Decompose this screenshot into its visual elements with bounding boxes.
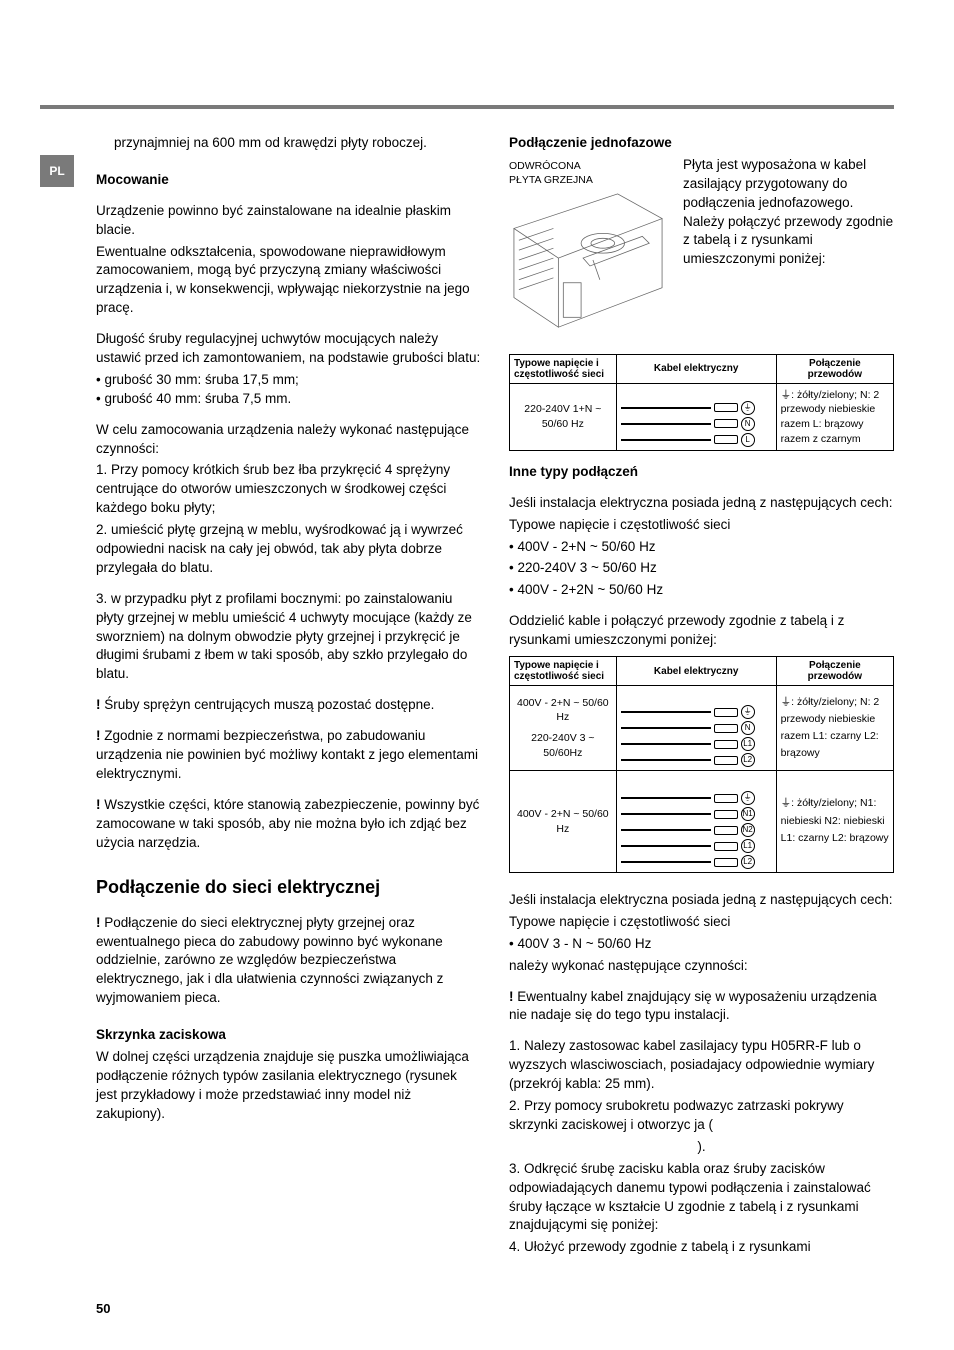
diagram-caption-1: ODWRÓCONA (509, 160, 669, 172)
para-mount-steps: W celu zamocowania urządzenia należy wyk… (96, 421, 481, 459)
t2-r1-conn: ⏚: żółty/zielony; N: 2 przewody niebiesk… (776, 686, 893, 771)
right-column: Podłączenie jednofazowe ODWRÓCONA PŁYTA … (509, 134, 894, 1260)
thickness-30: grubość 30 mm: śruba 17,5 mm; (96, 371, 481, 390)
step-2: 2. umieścić płytę grzejną w meblu, wyśro… (96, 521, 481, 578)
earth-icon: ⏚ (741, 401, 755, 415)
opt-1: • 400V - 2+N ~ 50/60 Hz (509, 538, 894, 557)
wire-l2: L2 (741, 753, 755, 767)
t2-r2-conn: ⏚: żółty/zielony; N1: niebieski N2: nieb… (776, 771, 893, 873)
t2-h2: Kabel elektryczny (616, 657, 776, 686)
para-flat-surface: Urządzenie powinno być zainstalowane na … (96, 202, 481, 240)
heading-mocowanie: Mocowanie (96, 171, 481, 190)
t1-h3: Połączenie przewodów (776, 354, 893, 383)
para-junction-box: W dolnej części urządzenia znajduje się … (96, 1048, 481, 1124)
step-cable-2: 2. Przy pomocy srubokretu podwazyc zatrz… (509, 1097, 894, 1135)
para-after-4: należy wykonać następujące czynności: (509, 957, 894, 976)
hob-underside-icon (509, 188, 667, 338)
step-cable-4: 4. Ułożyć przewody zgodnie z tabelą i z … (509, 1238, 894, 1257)
wire-n: N (741, 721, 755, 735)
step-cable-2b: ). (509, 1138, 894, 1157)
thickness-40: grubość 40 mm: śruba 7,5 mm. (96, 390, 481, 409)
step-cable-3: 3. Odkręcić śrubę zacisku kabla oraz śru… (509, 1160, 894, 1236)
hob-diagram: ODWRÓCONA PŁYTA GRZEJNA (509, 160, 669, 344)
wire-l: L (741, 433, 755, 447)
opt-3: • 400V - 2+2N ~ 50/60 Hz (509, 581, 894, 600)
wire-n2: N2 (741, 823, 755, 837)
t2-r2-cable-diagram: ⏚ N1 N2 L1 L2 (616, 771, 776, 873)
t2-h1: Typowe napięcie i częstotliwość sieci (510, 657, 617, 686)
para-after-2: Typowe napięcie i częstotliwość sieci (509, 913, 894, 932)
wire-n1: N1 (741, 807, 755, 821)
heading-other-types: Inne typy podłączeń (509, 463, 894, 482)
intro-continued: przynajmniej na 600 mm od krawędzi płyty… (114, 134, 481, 153)
warning-cable-unsuitable: Ewentualny kabel znajdujący się w wyposa… (509, 988, 894, 1026)
para-screw-length: Długość śruby regulacyjnej uchwytów mocu… (96, 330, 481, 368)
heading-junction-box: Skrzynka zaciskowa (96, 1026, 481, 1045)
language-tab: PL (40, 155, 74, 187)
t2-r1-volt-a: 400V - 2+N ~ 50/60 Hz (514, 696, 612, 725)
t1-volt: 220-240V 1+N ~ 50/60 Hz (510, 383, 617, 450)
step-1: 1. Przy pomocy krótkich śrub bez łba prz… (96, 461, 481, 518)
t1-h2: Kabel elektryczny (616, 354, 776, 383)
step-cable-1: 1. Nalezy zastosowac kabel zasilajacy ty… (509, 1037, 894, 1094)
t2-r2-volt: 400V - 2+N ~ 50/60 Hz (510, 771, 617, 873)
thickness-list: grubość 30 mm: śruba 17,5 mm; grubość 40… (96, 371, 481, 409)
t1-cable-diagram: ⏚ N L (616, 383, 776, 450)
earth-icon: ⏚ (741, 705, 755, 719)
t2-r1-cable-diagram: ⏚ N L1 L2 (616, 686, 776, 771)
warning-parts: Wszystkie części, które stanowią zabezpi… (96, 796, 481, 853)
left-column: przynajmniej na 600 mm od krawędzi płyty… (96, 134, 481, 1260)
warning-springs: Śruby sprężyn centrujących muszą pozosta… (96, 696, 481, 715)
para-other-3: Oddzielić kable i połączyć przewody zgod… (509, 612, 894, 650)
t2-r1-volt-b: 220-240V 3 ~ 50/60Hz (514, 731, 612, 760)
wire-n: N (741, 417, 755, 431)
heading-electrical: Podłączenie do sieci elektrycznej (96, 875, 481, 900)
warning-separate-connection: Podłączenie do sieci elektrycznej płyty … (96, 914, 481, 1008)
para-other-2: Typowe napięcie i częstotliwość sieci (509, 516, 894, 535)
step-3: 3. w przypadku płyt z profilami bocznymi… (96, 590, 481, 684)
para-after-3: • 400V 3 - N ~ 50/60 Hz (509, 935, 894, 954)
heading-single-phase: Podłączenie jednofazowe (509, 134, 894, 153)
page-number: 50 (96, 1300, 894, 1318)
para-other-1: Jeśli instalacja elektryczna posiada jed… (509, 494, 894, 513)
para-deformation: Ewentualne odkształcenia, spowodowane ni… (96, 243, 481, 319)
wire-l2: L2 (741, 855, 755, 869)
t1-conn: ⏚: żółty/zielony; N: 2 przewody niebiesk… (776, 383, 893, 450)
wire-l1: L1 (741, 737, 755, 751)
wire-l1: L1 (741, 839, 755, 853)
opt-2: • 220-240V 3 ~ 50/60 Hz (509, 559, 894, 578)
t2-h3: Połączenie przewodów (776, 657, 893, 686)
diagram-caption-2: PŁYTA GRZEJNA (509, 174, 669, 186)
t1-h1: Typowe napięcie i częstotliwość sieci (510, 354, 617, 383)
para-after-1: Jeśli instalacja elektryczna posiada jed… (509, 891, 894, 910)
earth-icon: ⏚ (741, 791, 755, 805)
header-rule (40, 105, 894, 109)
warning-safety-contact: Zgodnie z normami bezpieczeństwa, po zab… (96, 727, 481, 784)
t2-r1-volt: 400V - 2+N ~ 50/60 Hz 220-240V 3 ~ 50/60… (510, 686, 617, 771)
table-other-types: Typowe napięcie i częstotliwość sieci Ka… (509, 656, 894, 873)
table-single-phase: Typowe napięcie i częstotliwość sieci Ka… (509, 354, 894, 451)
